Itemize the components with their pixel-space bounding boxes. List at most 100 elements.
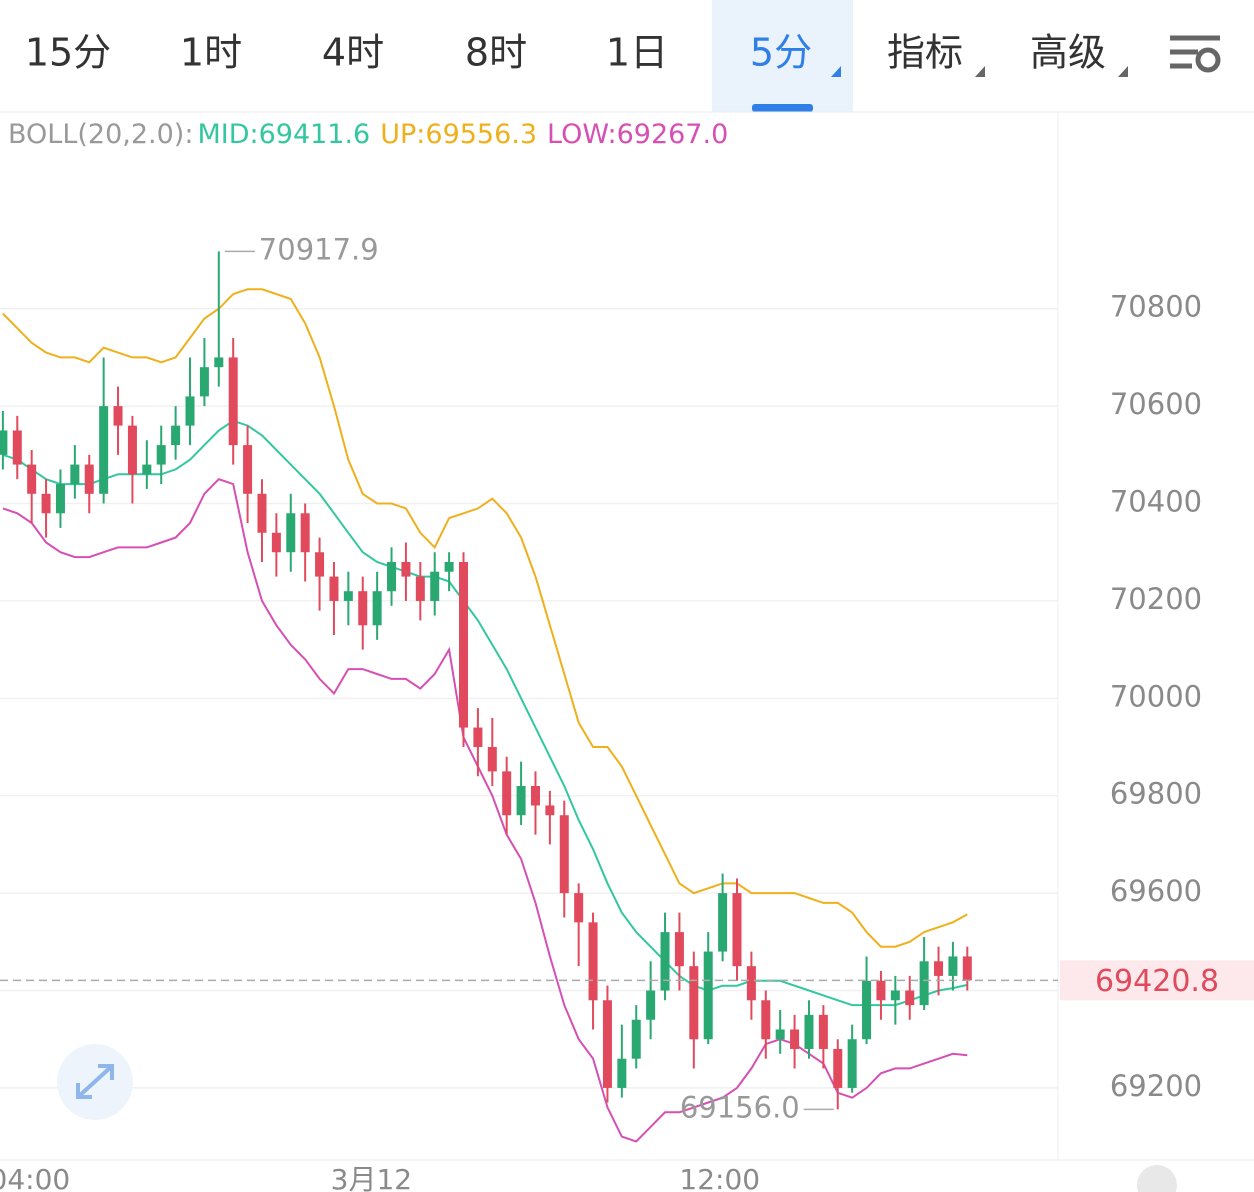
y-tick-label: 69200 — [1110, 1069, 1202, 1103]
candle-body — [761, 1000, 771, 1040]
x-tick-label: 04:00 — [0, 1163, 70, 1192]
candle-body — [358, 591, 368, 626]
x-tick-label: 12:00 — [679, 1163, 760, 1192]
candle-body — [171, 425, 181, 446]
tab[interactable]: 指标 — [887, 31, 963, 75]
candle-body — [127, 425, 137, 475]
candle-body — [732, 893, 742, 967]
candle-body — [790, 1029, 800, 1049]
last-price-box — [1060, 960, 1254, 1001]
candle-body — [602, 1000, 612, 1088]
candle-body — [185, 396, 195, 426]
candle-body — [718, 893, 728, 952]
candle-body — [646, 990, 656, 1020]
candle-body — [142, 464, 152, 475]
candle-body — [876, 980, 886, 1001]
candle-body — [12, 430, 22, 465]
candle-body — [372, 591, 382, 626]
candle-body — [934, 961, 944, 976]
candle-body — [444, 561, 454, 572]
candle-body — [502, 771, 512, 816]
candle-body — [286, 513, 296, 553]
candle-body — [228, 357, 238, 446]
candle-body — [55, 484, 65, 514]
candle-body — [459, 561, 469, 728]
candle-body — [746, 966, 756, 1001]
candle-body — [84, 464, 94, 494]
extreme-label: 70917.9 — [259, 232, 379, 266]
candle-body — [559, 815, 569, 894]
indicator-legend: BOLL(20,2.0): MID:69411.6 UP:69556.3 LOW:69… — [8, 119, 728, 150]
candle-body — [818, 1014, 828, 1049]
candle-body — [0, 430, 8, 455]
band-line — [2, 478, 968, 1143]
candle-body — [343, 591, 353, 601]
y-tick-label: 70000 — [1110, 679, 1202, 713]
x-tick-label: 3月12 — [331, 1163, 412, 1192]
candle-body — [862, 980, 872, 1040]
candle-body — [199, 367, 209, 397]
candle-body — [387, 561, 397, 592]
tab[interactable]: 1时 — [180, 31, 242, 75]
candle-body — [948, 956, 958, 976]
candle-body — [329, 576, 339, 601]
y-tick-label: 69600 — [1110, 874, 1202, 908]
candle-body — [689, 966, 699, 1040]
candle-body — [530, 785, 540, 806]
band-line — [2, 419, 968, 1007]
candle-body — [703, 951, 713, 1040]
active-tab-indicator — [752, 104, 813, 112]
candle-body — [847, 1039, 857, 1088]
candle-body — [27, 464, 37, 494]
candle-body — [315, 552, 325, 577]
band-line — [2, 288, 968, 948]
legend-item: UP:69556.3 — [380, 119, 537, 150]
candle-body — [487, 747, 497, 772]
dropdown-triangle — [831, 66, 841, 77]
active-tab-bg — [712, 0, 853, 112]
last-price-label: 69420.8 — [1095, 964, 1219, 999]
y-tick-label: 70800 — [1110, 290, 1202, 324]
candle-body — [919, 961, 929, 1006]
tab[interactable]: 5分 — [750, 31, 812, 75]
candle-body — [631, 1019, 641, 1059]
candle-body — [545, 805, 555, 816]
candle-body — [70, 464, 80, 485]
k-button[interactable] — [1137, 1165, 1177, 1192]
candle-body — [257, 493, 267, 533]
tab[interactable]: 1日 — [606, 31, 668, 75]
candle-body — [660, 932, 670, 991]
settings-icon[interactable] — [1170, 35, 1221, 73]
tab[interactable]: 15分 — [25, 31, 111, 75]
candle-body — [401, 561, 411, 577]
candle-body — [617, 1058, 627, 1088]
candle-body — [243, 445, 253, 494]
candle-body — [156, 445, 166, 465]
candle-body — [674, 932, 684, 967]
tab[interactable]: 4时 — [322, 31, 384, 75]
candle-body — [113, 406, 123, 426]
candle-body — [962, 956, 972, 981]
legend-item: LOW:69267.0 — [547, 119, 728, 150]
legend-item: MID:69411.6 — [197, 119, 370, 150]
candle-body — [516, 785, 526, 816]
candle-body — [271, 532, 281, 553]
y-tick-label: 70200 — [1110, 582, 1202, 616]
candle-body — [99, 406, 109, 494]
dropdown-triangle — [1118, 66, 1128, 77]
candle-body — [415, 576, 425, 601]
tab[interactable]: 8时 — [465, 31, 527, 75]
candle-body — [905, 990, 915, 1006]
candle-body — [804, 1014, 814, 1049]
y-tick-label: 69800 — [1110, 777, 1202, 811]
y-tick-label: 70600 — [1110, 387, 1202, 421]
candle-body — [890, 990, 900, 1001]
candle-body — [588, 922, 598, 1001]
expand-icon — [76, 1064, 114, 1099]
candle-body — [300, 513, 310, 553]
candle-body — [214, 357, 224, 368]
candle-body — [833, 1048, 843, 1088]
tab[interactable]: 高级 — [1030, 31, 1106, 75]
